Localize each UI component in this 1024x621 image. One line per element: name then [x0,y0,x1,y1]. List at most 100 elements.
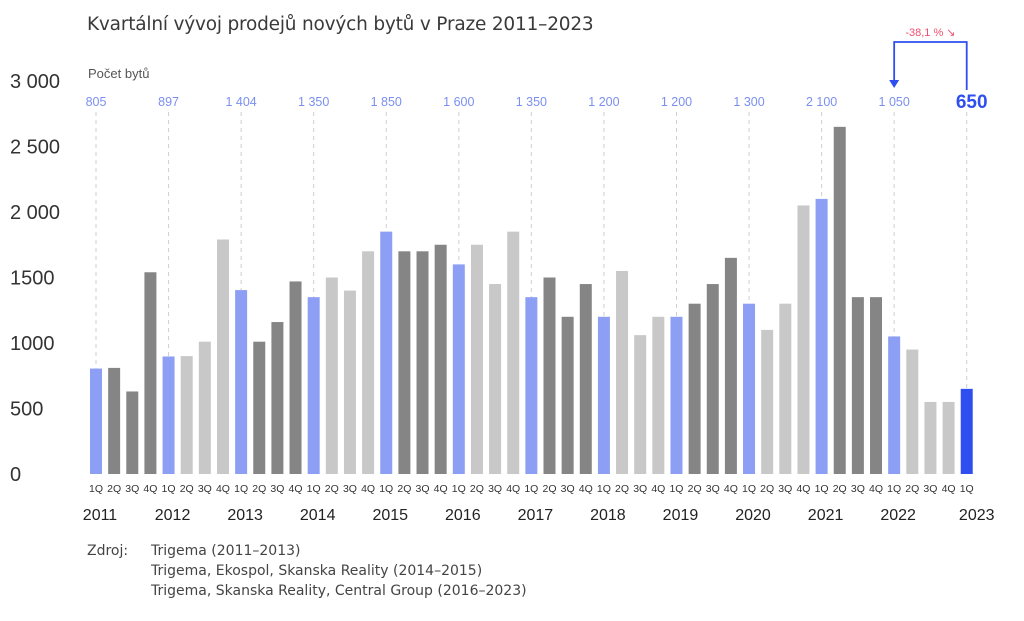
quarter-tick-label: 1Q [815,483,829,495]
y-tick-label: 1000 [10,333,55,355]
quarter-tick-label: 1Q [379,483,393,495]
year-tick-label: 2021 [808,507,844,524]
quarter-tick-label: 4Q [796,483,810,495]
quarter-tick-label: 4Q [289,483,303,495]
bar [144,272,157,474]
bar [870,297,883,474]
year-tick-label: 2013 [227,507,263,524]
y-tick-label: 2 500 [10,137,60,159]
bar [888,336,901,474]
y-tick-label: 3 000 [10,71,60,93]
quarter-tick-label: 2Q [325,483,339,495]
quarter-tick-label: 4Q [216,483,230,495]
quarter-tick-label: 1Q [960,483,974,495]
year-tick-label: 2014 [300,507,336,524]
bar [960,388,973,474]
quarter-tick-label: 1Q [89,483,103,495]
y-tick-label: 2 000 [10,202,60,224]
quarter-tick-label: 4Q [434,483,448,495]
quarter-tick-label: 3Q [851,483,865,495]
quarter-tick-label: 1Q [524,483,538,495]
bar [235,290,248,474]
year-tick-label: 2012 [155,507,191,524]
bar [325,277,338,474]
bar [398,251,411,474]
quarter-tick-label: 3Q [198,483,212,495]
bar [90,368,102,474]
quarter-tick-label: 2Q [107,483,121,495]
quarter-tick-label: 4Q [651,483,665,495]
bar [743,303,756,474]
bar [652,316,665,474]
bar [180,356,193,474]
quarter-tick-label: 2Q [180,483,194,495]
quarter-tick-label: 4Q [506,483,520,495]
quarter-tick-label: 2Q [252,483,266,495]
bar [942,401,955,474]
year-tick-label: 2016 [445,507,481,524]
bar [216,239,229,474]
quarter-tick-label: 4Q [143,483,157,495]
bar [634,335,647,474]
bar [253,341,266,474]
quarter-tick-label: 4Q [869,483,883,495]
quarter-tick-label: 3Q [561,483,575,495]
q1-value-label: 1 200 [661,95,692,109]
bar [416,251,429,474]
bar [507,231,520,474]
bar [724,257,737,474]
year-tick-label: 2017 [518,507,554,524]
year-tick-label: 2020 [735,507,771,524]
year-tick-label: 2018 [590,507,626,524]
bar [815,198,828,474]
bar [452,264,465,474]
quarter-tick-label: 4Q [724,483,738,495]
bar [162,356,175,474]
quarter-tick-label: 2Q [397,483,411,495]
bar [561,316,574,474]
bar [362,251,375,474]
quarter-tick-label: 4Q [942,483,956,495]
quarter-tick-label: 1Q [307,483,321,495]
quarter-tick-label: 3Q [633,483,647,495]
source-line: Trigema, Ekospol, Skanska Reality (2014–… [151,563,483,579]
q1-value-label: 1 404 [225,95,256,109]
quarter-tick-label: 1Q [162,483,176,495]
quarter-tick-label: 1Q [452,483,466,495]
bar [307,297,320,474]
q1-value-label: 1 050 [879,95,910,109]
quarter-tick-label: 3Q [778,483,792,495]
change-bracket [893,41,968,90]
quarter-tick-label: 2Q [542,483,556,495]
q1-value-label: 2 100 [806,95,837,109]
quarter-tick-label: 2Q [760,483,774,495]
quarter-tick-label: 2Q [833,483,847,495]
quarter-tick-label: 4Q [579,483,593,495]
bar [343,290,356,474]
bar [289,281,302,474]
quarter-tick-label: 3Q [125,483,139,495]
quarter-tick-label: 3Q [416,483,430,495]
bar [579,284,592,474]
bar [543,277,556,474]
y-tick-label: 1500 [10,268,55,290]
q1-value-label: 1 200 [588,95,619,109]
bar [670,316,683,474]
quarter-tick-label: 1Q [887,483,901,495]
year-tick-label: 2022 [880,507,916,524]
y-tick-label: 500 [10,399,43,421]
bar [380,231,393,474]
year-tick-label: 2015 [372,507,408,524]
bar [434,244,447,474]
source-line: Trigema, Skanska Reality, Central Group … [151,583,527,599]
bar [489,284,502,474]
q1-value-label: 897 [158,95,179,109]
quarter-tick-label: 3Q [488,483,502,495]
bar [851,297,864,474]
chart-title: Kvartální vývoj prodejů nových bytů v Pr… [87,14,594,35]
bar [706,284,719,474]
bar [797,205,810,474]
quarter-tick-label: 1Q [597,483,611,495]
bar [470,244,483,474]
quarterly-sales-chart: 0 500 1000 1500 2 000 2 500 3 000 805 897 1 404 1… [10,27,995,524]
